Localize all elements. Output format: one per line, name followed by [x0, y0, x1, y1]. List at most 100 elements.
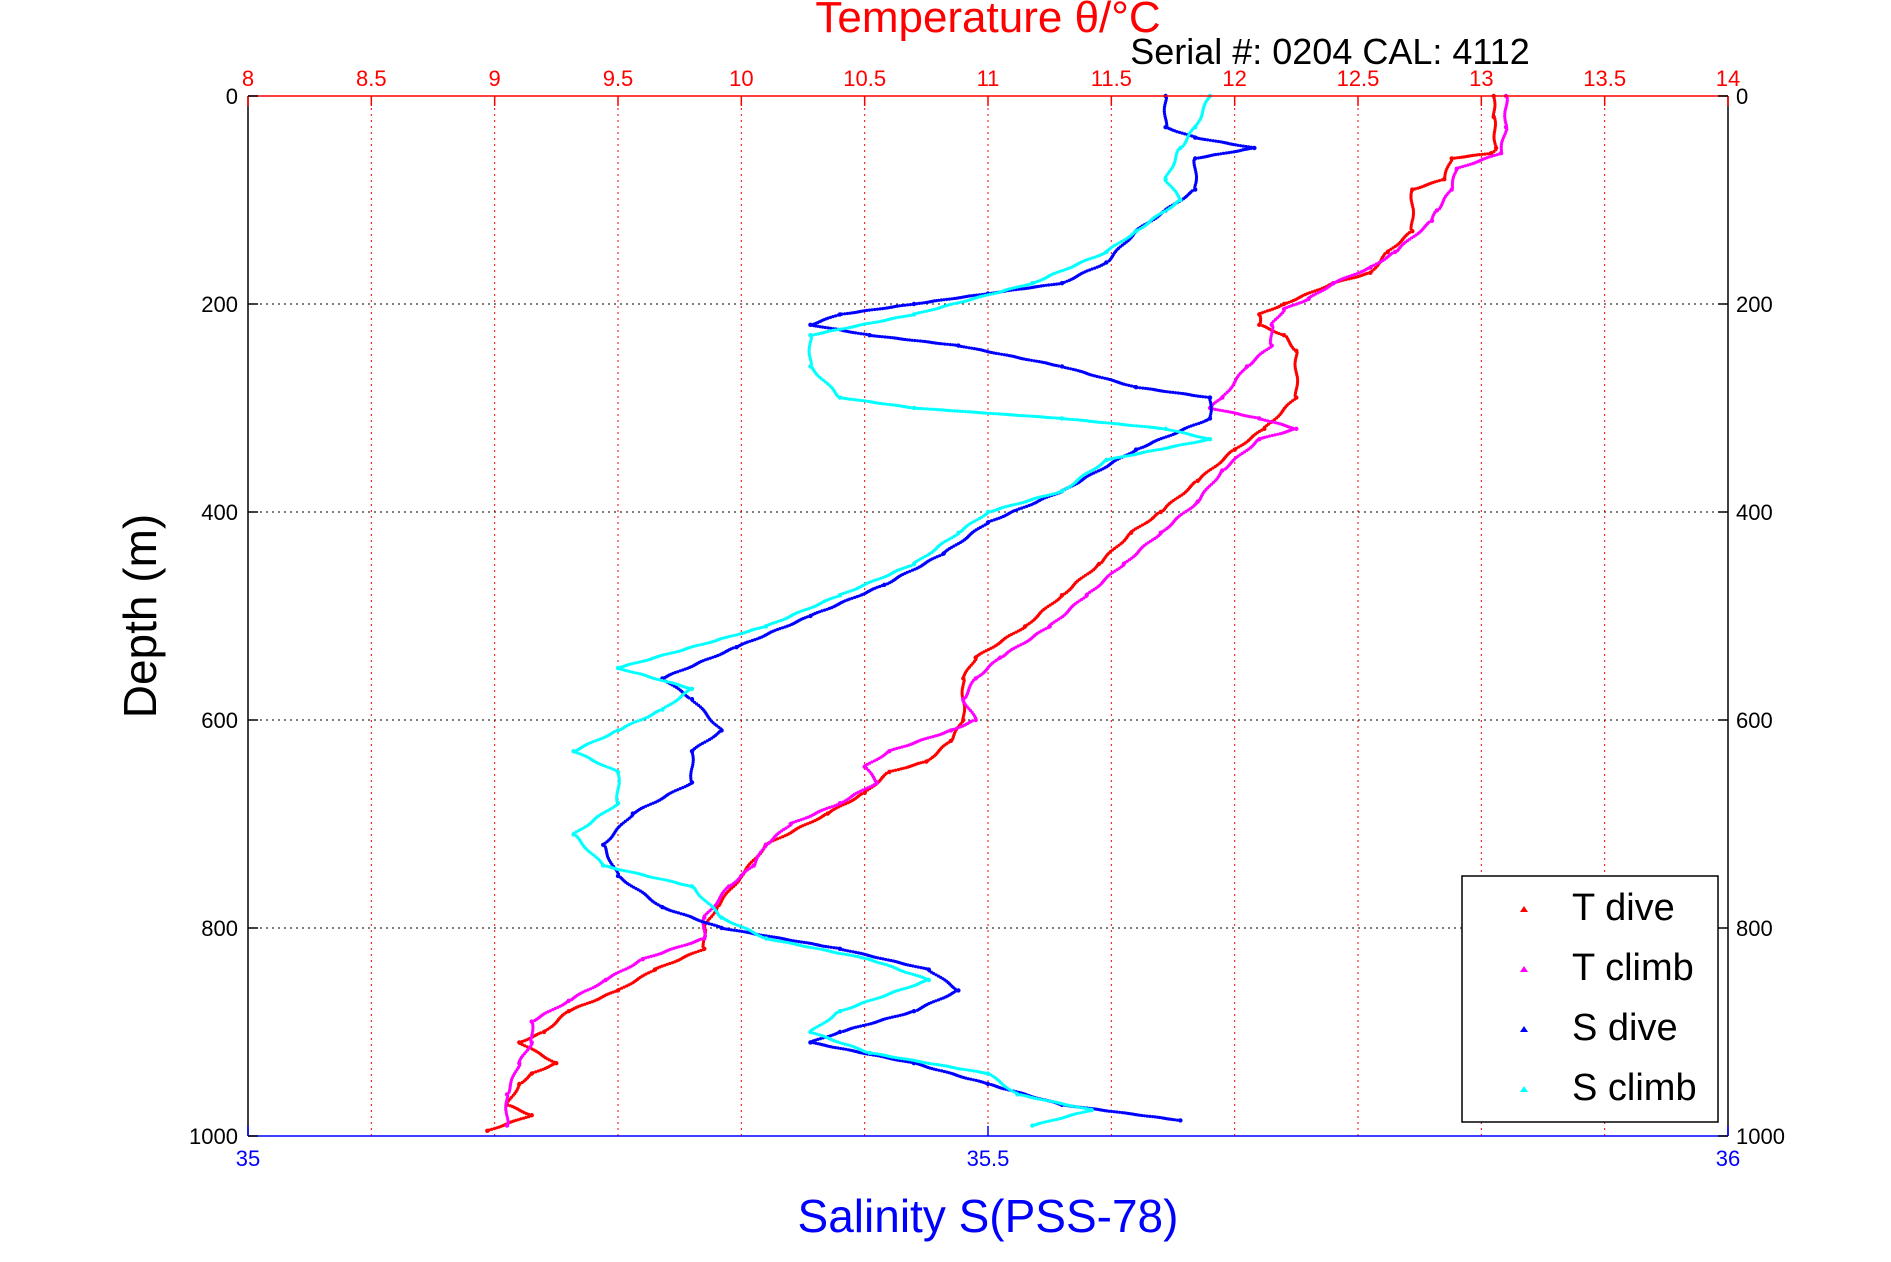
trace-dot: [820, 609, 824, 613]
trace-dot: [737, 929, 741, 933]
trace-dot: [1084, 1110, 1088, 1114]
trace-dot: [589, 987, 593, 991]
trace-dot: [1216, 408, 1220, 412]
trace-dot: [1300, 300, 1304, 304]
trace-dot: [1057, 1117, 1061, 1121]
trace-dot: [1226, 410, 1230, 414]
trace-dot: [1319, 290, 1323, 294]
trace-dot: [915, 1008, 919, 1012]
trace-dot: [1172, 429, 1176, 433]
trace-dot: [945, 297, 949, 301]
trace-dot: [1232, 150, 1236, 154]
trace-dot: [701, 642, 705, 646]
trace-dot: [748, 639, 752, 643]
trace-dot: [831, 315, 835, 319]
trace-dot: [823, 608, 827, 612]
data-point: [1257, 322, 1262, 327]
trace-dot: [1079, 1111, 1083, 1115]
trace-dot: [1079, 1106, 1083, 1110]
trace-dot: [660, 877, 664, 881]
trace-dot: [735, 923, 740, 927]
trace-dot: [1044, 283, 1048, 287]
trace-dot: [707, 922, 711, 926]
trace-dot: [1052, 1118, 1056, 1122]
trace-dot: [620, 868, 624, 872]
trace-dot: [619, 969, 623, 973]
trace-dot: [903, 303, 907, 307]
trace-dot: [614, 989, 618, 993]
trace-dot: [1011, 503, 1015, 507]
trace-dot: [1374, 262, 1378, 266]
trace-dot: [825, 806, 829, 811]
trace-dot: [1051, 492, 1055, 496]
trace-dot: [1162, 447, 1166, 451]
trace-dot: [578, 752, 582, 756]
data-point: [702, 936, 707, 941]
trace-dot: [1201, 395, 1205, 399]
data-point: [956, 988, 961, 993]
trace-dot: [814, 946, 818, 951]
trace-dot: [1022, 287, 1026, 291]
data-point: [1207, 437, 1213, 442]
trace-dot: [891, 769, 895, 773]
trace-dot: [1236, 143, 1240, 147]
trace-dot: [1274, 421, 1278, 425]
temperature-tick-label: 11.5: [1091, 66, 1132, 91]
trace-dot: [727, 634, 732, 639]
trace-dot: [991, 292, 995, 296]
trace-dot: [841, 803, 845, 807]
trace-dot: [825, 607, 829, 611]
trace-dot: [1047, 283, 1051, 287]
trace-dot: [848, 949, 853, 953]
trace-dot: [1192, 441, 1196, 445]
trace-dot: [932, 1062, 936, 1066]
trace-dot: [987, 647, 991, 652]
temperature-tick-label: 13: [1469, 66, 1493, 91]
trace-dot: [913, 567, 917, 571]
trace-dot: [954, 301, 958, 305]
trace-dot: [1276, 432, 1280, 436]
trace-dot: [1090, 267, 1094, 271]
legend-label: T dive: [1572, 887, 1675, 929]
trace-dot: [1287, 300, 1291, 304]
trace-dot: [649, 954, 653, 959]
trace-dot: [983, 293, 987, 298]
trace-dot: [804, 816, 808, 820]
trace-dot: [1012, 1090, 1016, 1094]
trace-dot: [1157, 448, 1161, 452]
trace-dot: [1027, 358, 1031, 362]
trace-dot: [519, 1117, 523, 1121]
trace-dot: [842, 1008, 847, 1012]
trace-dot: [970, 1069, 974, 1073]
trace-dot: [681, 668, 685, 672]
trace-dot: [1181, 442, 1185, 446]
trace-dot: [989, 509, 994, 513]
trace-dot: [920, 310, 924, 314]
trace-dot: [536, 1069, 540, 1073]
trace-dot: [992, 351, 996, 355]
trace-dot: [670, 961, 675, 965]
trace-dot: [834, 946, 839, 950]
trace-dot: [904, 766, 908, 770]
trace-dot: [1229, 150, 1233, 154]
trace-dot: [901, 315, 905, 319]
trace-dot: [951, 302, 956, 306]
trace-dot: [1495, 153, 1499, 157]
trace-dot: [1024, 357, 1028, 362]
trace-dot: [729, 928, 734, 932]
trace-dot: [937, 1063, 941, 1067]
trace-dot: [735, 929, 739, 933]
trace-dot: [1065, 267, 1069, 271]
trace-dot: [708, 656, 712, 660]
trace-dot: [672, 909, 676, 914]
trace-dot: [805, 941, 809, 945]
trace-dot: [771, 621, 776, 625]
legend-entry: T climb: [1520, 947, 1694, 989]
trace-dot: [663, 963, 667, 967]
trace-dot: [843, 312, 847, 316]
trace-dot: [868, 321, 873, 325]
trace-dot: [962, 1067, 966, 1071]
trace-dot: [1492, 133, 1496, 137]
trace-dot: [901, 566, 905, 570]
